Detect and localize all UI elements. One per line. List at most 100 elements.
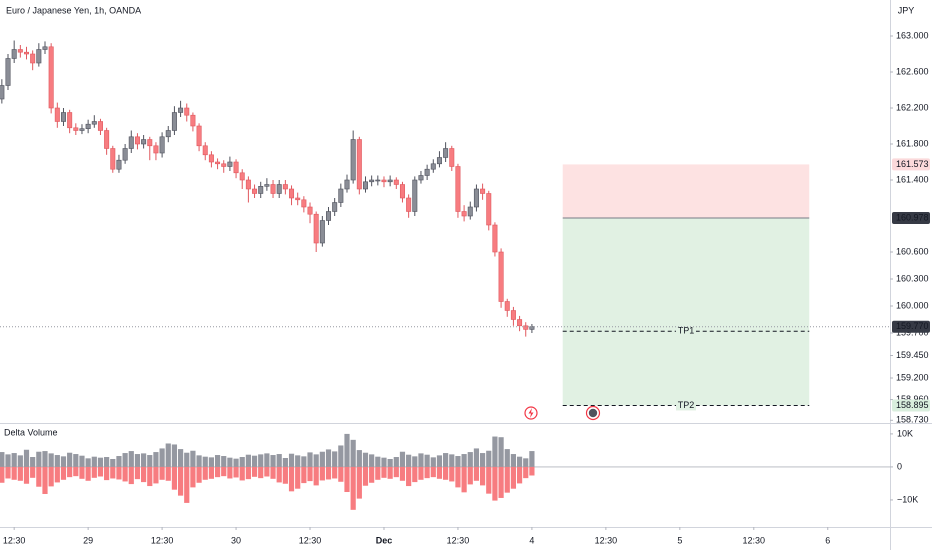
volume-bar	[282, 458, 288, 467]
candle-body	[85, 123, 91, 129]
volume-bar	[399, 466, 406, 481]
volume-bar	[319, 451, 325, 467]
volume-bar	[449, 454, 455, 467]
candle-body	[190, 114, 196, 127]
volume-bar	[23, 466, 30, 484]
candle-body	[54, 107, 60, 122]
volume-bar	[492, 466, 498, 501]
volume-bar	[307, 466, 313, 482]
candle-body	[128, 136, 134, 149]
volume-bar	[258, 466, 264, 479]
alert-icon-bolt	[528, 408, 534, 418]
volume-bar	[54, 466, 60, 483]
x-tick-label: 12:30	[743, 535, 766, 545]
axes: 163.000 162.600 162.200 161.800 161.400 160.6…	[3, 30, 930, 545]
y-tick-label: 161.800	[896, 138, 929, 148]
candle-body	[67, 112, 73, 129]
volume-bar	[479, 466, 486, 486]
volume-bar	[424, 466, 430, 479]
volume-bar	[177, 449, 184, 467]
candle-body	[215, 161, 221, 165]
candle-body	[227, 161, 233, 167]
candle-body	[486, 193, 492, 226]
volume-bar	[0, 466, 5, 483]
symbol-title[interactable]: Euro / Japanese Yen, 1h, OANDA	[6, 5, 141, 15]
volume-bar	[165, 466, 171, 481]
candle-body	[295, 197, 301, 201]
candle-body	[523, 325, 529, 330]
volume-bar	[362, 466, 369, 486]
position-tool[interactable]: TP1 TP2	[562, 164, 810, 411]
candle-body	[196, 125, 202, 147]
candle-body	[350, 139, 356, 181]
indicator-y-tick-label: 10K	[897, 428, 913, 438]
alert-icon[interactable]	[524, 406, 538, 420]
x-tick-label: 12:30	[299, 535, 322, 545]
volume-bar	[116, 466, 122, 480]
volume-bar	[473, 466, 480, 481]
price-label: 158.895	[896, 400, 929, 410]
volume-bar	[147, 466, 153, 487]
volume-bar	[375, 466, 381, 480]
candle-body	[362, 181, 368, 190]
volume-bar	[190, 466, 196, 488]
candle-body	[418, 175, 424, 181]
volume-bar	[264, 453, 270, 467]
volume-bar	[79, 455, 85, 467]
volume-bar	[430, 457, 436, 467]
x-tick-label: 12:30	[151, 535, 174, 545]
volume-bar	[128, 451, 134, 467]
volume-bar	[516, 456, 523, 467]
volume-bar	[239, 457, 245, 467]
candle-body	[412, 179, 418, 212]
volume-bar	[424, 454, 430, 467]
y-tick-label: 162.600	[896, 66, 929, 76]
volume-bar	[177, 466, 184, 496]
volume-bar	[356, 466, 362, 499]
volume-bar	[455, 466, 461, 488]
volume-bar	[393, 466, 399, 478]
price-label: 161.573	[896, 159, 929, 169]
price-label-bg	[892, 399, 930, 412]
candle-body	[252, 188, 258, 194]
volume-bar	[486, 466, 492, 494]
volume-bar	[17, 466, 23, 481]
candle-body	[498, 251, 504, 302]
x-tick-label: 12:30	[3, 535, 26, 545]
candle-body	[504, 301, 510, 311]
candle-body	[91, 121, 97, 125]
candle-body	[307, 206, 313, 215]
indicator-title[interactable]: Delta Volume	[4, 427, 58, 437]
y-tick-label: 158.960	[896, 394, 929, 404]
volume-bar	[325, 466, 332, 480]
volume-bar	[85, 458, 91, 467]
candle-body	[381, 179, 387, 183]
volume-bar	[332, 451, 338, 467]
volume-bar	[202, 466, 208, 480]
volume-bar	[214, 455, 221, 467]
x-tick-label: Dec	[376, 535, 393, 545]
y-tick-label: 161.400	[896, 174, 929, 184]
candle-body	[510, 310, 516, 320]
volume-bar	[455, 456, 461, 467]
candle-body	[221, 163, 227, 167]
volume-bar	[233, 458, 239, 467]
y-tick-label: 159.200	[896, 372, 929, 382]
volume-bar	[159, 448, 165, 467]
y-tick-label: 160.300	[896, 273, 929, 283]
volume-bar	[399, 451, 406, 467]
volume-bar	[443, 453, 449, 467]
candle-body	[313, 213, 319, 244]
y-tick-label: 162.200	[896, 102, 929, 112]
volume-bar	[153, 452, 159, 467]
volume-bar	[134, 454, 141, 467]
volume-bar	[529, 466, 535, 476]
volume-bar	[97, 466, 104, 477]
event-icon[interactable]	[585, 405, 601, 421]
volume-bar	[171, 444, 178, 467]
candle-body	[202, 145, 208, 156]
candle-body	[375, 179, 381, 182]
currency-label[interactable]: JPY	[898, 5, 915, 15]
volume-bar	[42, 466, 48, 494]
candle-body	[399, 184, 405, 199]
